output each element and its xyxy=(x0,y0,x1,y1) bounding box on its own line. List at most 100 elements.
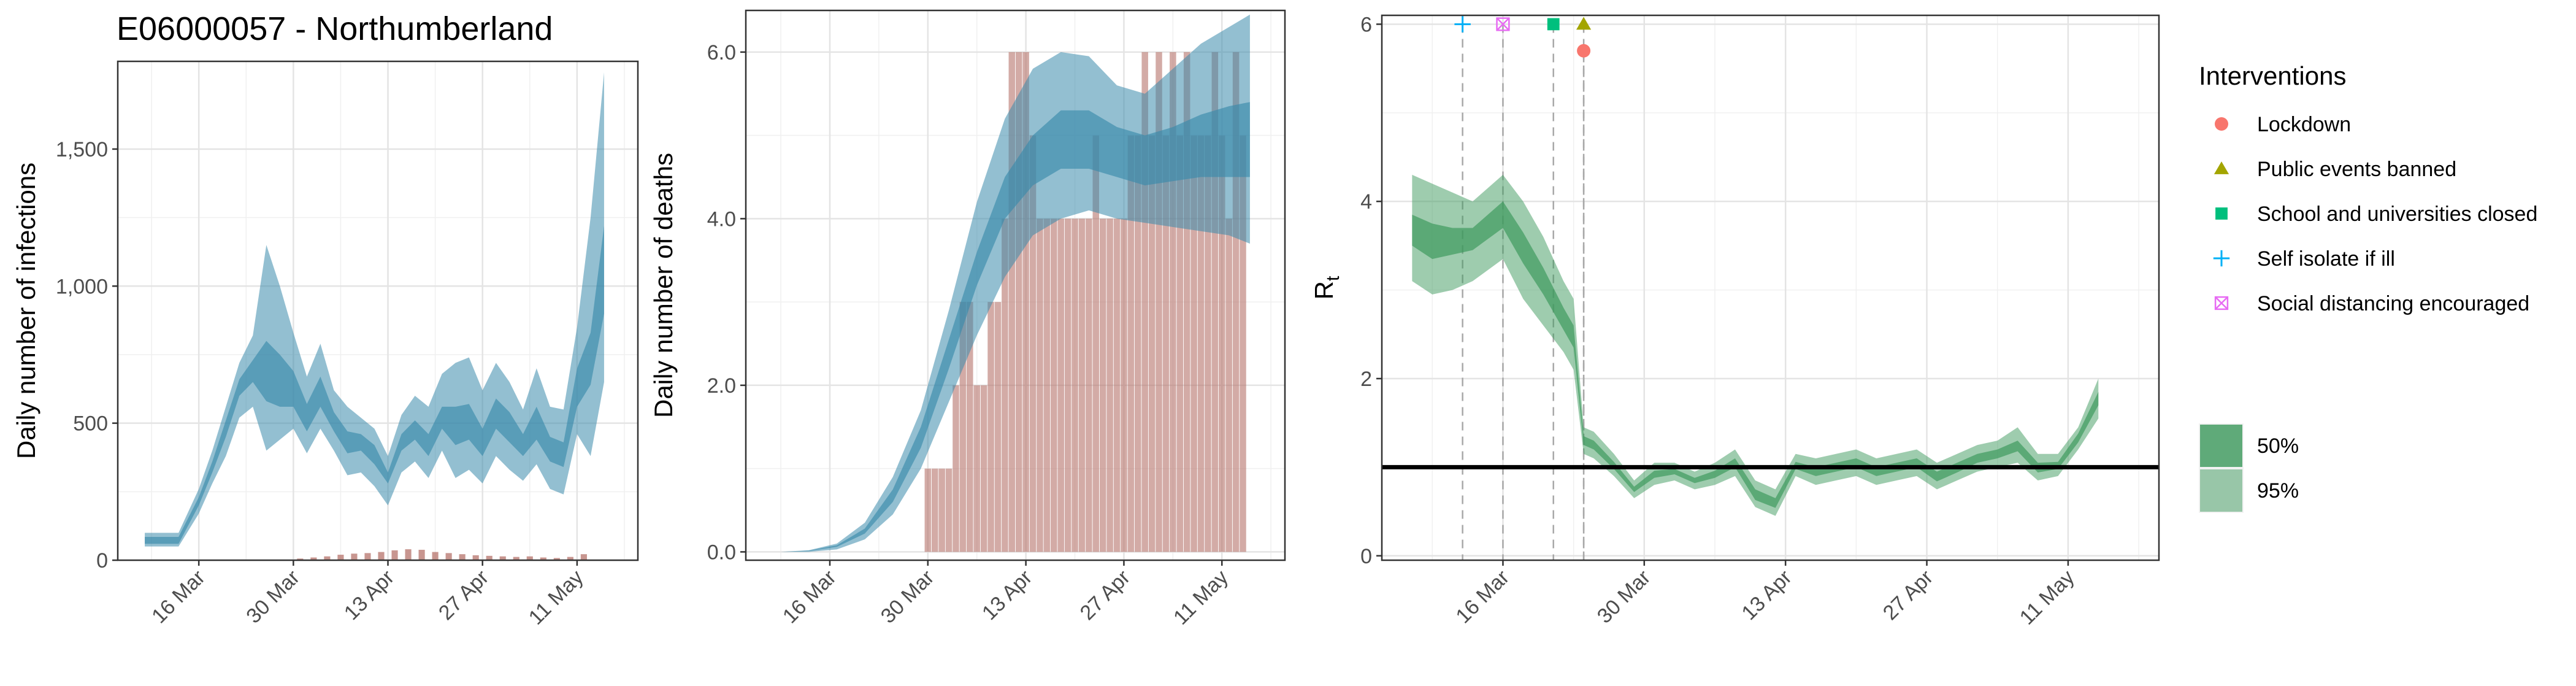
infections-bar xyxy=(324,556,331,560)
infections-bar xyxy=(418,550,425,560)
infections-bar xyxy=(378,552,385,560)
deaths-bar xyxy=(1135,135,1141,552)
deaths-bar xyxy=(1057,218,1064,552)
deaths-bar xyxy=(1232,52,1240,552)
rt-band-50pct xyxy=(1412,201,2099,508)
infections-ytick-label: 500 xyxy=(73,412,108,436)
rt-band-95pct xyxy=(1412,174,2099,516)
legend-item-label: Social distancing encouraged xyxy=(2257,292,2529,315)
deaths-marks xyxy=(781,14,1250,552)
deaths-ytick-label: 6.0 xyxy=(707,41,736,64)
infections-bar xyxy=(391,550,398,560)
rt-ytick-label: 4 xyxy=(1360,190,1372,214)
rt-panel-border xyxy=(1381,14,2160,561)
infections-bar xyxy=(499,556,506,560)
rt-marks xyxy=(1412,24,2099,560)
deaths-ylabel: Daily number of deaths xyxy=(649,153,678,418)
deaths-bar xyxy=(1211,52,1219,552)
page-title: E06000057 - Northumberland xyxy=(117,10,553,47)
deaths-bar xyxy=(1064,218,1071,552)
deaths-bar xyxy=(1240,135,1246,552)
legend-key-square xyxy=(2215,207,2228,220)
deaths-panel: 0.02.04.06.016 Mar 30 Mar 13 Apr 27 Apr 11 M… xyxy=(649,9,1286,630)
deaths-bar xyxy=(973,385,980,552)
deaths-bar xyxy=(1008,52,1016,552)
infections-bar xyxy=(567,557,573,560)
infections-bar xyxy=(526,556,533,560)
deaths-bar xyxy=(1078,218,1086,552)
deaths-bar xyxy=(1176,135,1184,552)
infections-bar xyxy=(513,557,519,560)
infections-bar xyxy=(580,554,587,560)
legend-title: Interventions xyxy=(2199,61,2346,90)
rt-ylabel: Rt xyxy=(1309,276,1343,299)
legend-key-circle xyxy=(2215,117,2228,131)
legend-key-boxx xyxy=(2214,296,2229,310)
infections-panel-border xyxy=(117,60,639,561)
legend-key-boxx-box xyxy=(2214,296,2229,310)
infections-bar xyxy=(310,557,317,560)
deaths-bar xyxy=(1141,52,1148,552)
deaths-bar xyxy=(1162,135,1170,552)
deaths-bar xyxy=(987,302,994,552)
infections-bar xyxy=(337,555,344,560)
legend-band-label: 50% xyxy=(2257,434,2299,458)
deaths-bar xyxy=(980,385,987,552)
infections-bar xyxy=(459,554,466,560)
infections-bar xyxy=(364,553,371,560)
rt-ytick-label: 0 xyxy=(1360,545,1372,568)
deaths-bar xyxy=(994,302,1002,552)
infections-bar xyxy=(553,558,560,560)
rt-ytick-label: 2 xyxy=(1360,368,1372,391)
deaths-bar xyxy=(1190,135,1197,552)
deaths-band-50pct xyxy=(781,102,1250,552)
infections-bar xyxy=(405,549,412,560)
infections-ytick-label: 1,000 xyxy=(56,275,108,298)
deaths-bar xyxy=(1051,218,1057,552)
deaths-bar xyxy=(1015,52,1022,552)
infections-bar xyxy=(486,555,493,560)
rt-ytick-label: 6 xyxy=(1360,13,1372,36)
deaths-bar xyxy=(1197,135,1205,552)
deaths-bar xyxy=(967,302,973,552)
deaths-bar xyxy=(1071,218,1078,552)
intervention-marker xyxy=(1547,18,1560,31)
deaths-bar xyxy=(1037,218,1043,552)
deaths-bar xyxy=(945,468,953,552)
deaths-bar xyxy=(1092,135,1100,552)
intervention-marker-d2 xyxy=(1496,17,1510,31)
legend-item-label: Lockdown xyxy=(2257,113,2351,136)
infections-bar xyxy=(445,553,452,560)
deaths-bar xyxy=(1099,218,1106,552)
legend-band-label: 95% xyxy=(2257,479,2299,503)
deaths-panel-border xyxy=(745,9,1286,561)
infections-bar xyxy=(540,557,546,560)
infections-bar xyxy=(432,552,439,560)
deaths-bar xyxy=(1113,218,1121,552)
deaths-bar xyxy=(1170,52,1176,552)
legend-item-label: Self isolate if ill xyxy=(2257,247,2395,271)
deaths-ytick-label: 4.0 xyxy=(707,207,736,231)
deaths-bar xyxy=(1156,52,1162,552)
intervention-marker xyxy=(1454,16,1471,33)
infections-bar xyxy=(351,553,358,560)
legend-band-key xyxy=(2200,469,2242,512)
deaths-bar xyxy=(1225,218,1232,552)
legend-key-triangle xyxy=(2214,161,2229,174)
deaths-bar xyxy=(1086,218,1092,552)
infections-ytick-label: 0 xyxy=(96,549,108,572)
legend-item-label: School and universities closed xyxy=(2257,202,2537,226)
infections-bar xyxy=(297,558,304,560)
intervention-marker xyxy=(1496,17,1510,31)
deaths-bar xyxy=(1219,135,1225,552)
deaths-bar xyxy=(953,385,959,552)
deaths-bar xyxy=(1148,135,1156,552)
infections-ylabel: Daily number of infections xyxy=(12,163,40,459)
intervention-marker xyxy=(1577,44,1591,58)
deaths-bar xyxy=(1043,218,1051,552)
deaths-bar xyxy=(1106,218,1113,552)
deaths-bar xyxy=(959,302,967,552)
legend-key-plus xyxy=(2213,250,2230,267)
